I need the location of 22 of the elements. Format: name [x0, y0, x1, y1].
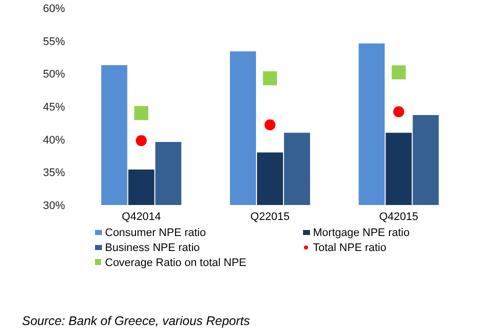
legend-label: Mortgage NPE ratio [313, 227, 410, 239]
y-tick-label: 60% [42, 3, 66, 15]
y-tick-label: 55% [42, 36, 66, 48]
y-tick-label: 40% [42, 134, 66, 146]
point [264, 119, 276, 130]
y-tick-label: 30% [42, 200, 66, 212]
y-tick-label: 50% [42, 68, 66, 81]
y-tick-label: 35% [42, 167, 66, 180]
y-tick-label: 45% [42, 102, 66, 114]
legend-label: Total NPE ratio [313, 242, 386, 254]
x-tick-label: Q42015 [379, 211, 418, 223]
point [263, 71, 277, 86]
x-tick-label: Q42014 [122, 211, 161, 223]
point [393, 106, 404, 118]
source-note: Source: Bank of Greece, various Reports [22, 314, 250, 328]
point [136, 135, 147, 146]
point [134, 106, 148, 120]
x-tick-label: Q22015 [250, 211, 290, 223]
legend-label: Business NPE ratio [105, 242, 200, 254]
legend-label: Consumer NPE ratio [105, 227, 206, 239]
point [392, 65, 406, 80]
legend-label: Coverage Ratio on total NPE [105, 257, 246, 269]
